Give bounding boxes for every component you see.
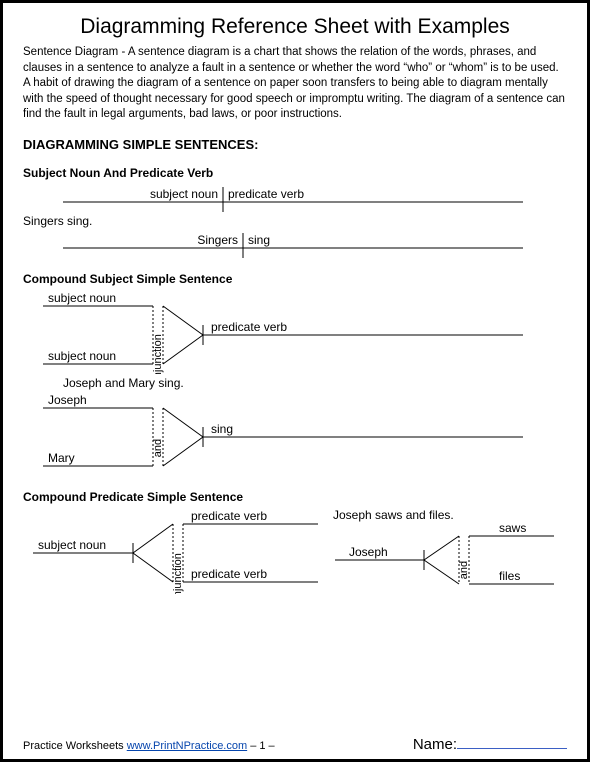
sub-heading: Compound Predicate Simple Sentence xyxy=(23,490,567,504)
label-predicate: sing xyxy=(248,233,270,247)
example-caption: Singers sing. xyxy=(23,214,567,228)
diagram-svg: Joseph and saws files xyxy=(329,522,559,594)
label-subject: Singers xyxy=(197,233,238,247)
label-predicate: predicate verb xyxy=(211,320,287,334)
label-conjunction: and xyxy=(152,438,164,456)
label-subject: Joseph xyxy=(349,545,388,559)
label-subject-bot: Mary xyxy=(48,451,75,465)
diagram-subject-predicate: Subject Noun And Predicate Verb subject … xyxy=(23,166,567,258)
footer-page: – 1 – xyxy=(247,740,275,752)
label-conjunction: conjunction xyxy=(152,334,164,374)
label-predicate-top: saws xyxy=(499,522,526,535)
label-subject: subject noun xyxy=(150,187,218,201)
label-predicate-top: predicate verb xyxy=(191,509,267,523)
footer-prefix: Practice Worksheets xyxy=(23,740,127,752)
page-footer: Practice Worksheets www.PrintNPractice.c… xyxy=(23,736,567,753)
label-conjunction: conjunction xyxy=(172,553,184,594)
worksheet-page: Diagramming Reference Sheet with Example… xyxy=(0,0,590,762)
label-predicate-bot: files xyxy=(499,569,520,583)
label-subject-top: Joseph xyxy=(48,393,87,407)
label-subject-top: subject noun xyxy=(48,291,116,305)
diagram-svg: subject noun predicate verb xyxy=(23,184,563,212)
example-caption: Joseph and Mary sing. xyxy=(63,376,567,390)
label-predicate-bot: predicate verb xyxy=(191,567,267,581)
footer-link[interactable]: www.PrintNPractice.com xyxy=(127,740,247,752)
label-subject: subject noun xyxy=(38,538,106,552)
diagram-svg: subject noun conjunction predicate verb … xyxy=(23,508,323,594)
section-heading: DIAGRAMMING SIMPLE SENTENCES: xyxy=(23,137,567,152)
page-title: Diagramming Reference Sheet with Example… xyxy=(23,15,567,39)
diagram-compound-subject: Compound Subject Simple Sentence subject… xyxy=(23,272,567,476)
sub-heading: Subject Noun And Predicate Verb xyxy=(23,166,567,180)
label-predicate: predicate verb xyxy=(228,187,304,201)
label-subject-bot: subject noun xyxy=(48,349,116,363)
intro-paragraph: Sentence Diagram - A sentence diagram is… xyxy=(23,45,567,123)
name-label: Name: xyxy=(413,736,457,753)
example-caption: Joseph saws and files. xyxy=(333,508,559,522)
diagram-svg: Joseph Mary and sing xyxy=(23,392,563,476)
diagram-svg: subject noun subject noun conjunction pr… xyxy=(23,290,563,374)
label-predicate: sing xyxy=(211,422,233,436)
name-input-line[interactable] xyxy=(457,748,567,749)
sub-heading: Compound Subject Simple Sentence xyxy=(23,272,567,286)
diagram-svg: Singers sing xyxy=(23,230,563,258)
label-conjunction: and xyxy=(458,560,470,578)
diagram-compound-predicate: Compound Predicate Simple Sentence subje… xyxy=(23,490,567,594)
